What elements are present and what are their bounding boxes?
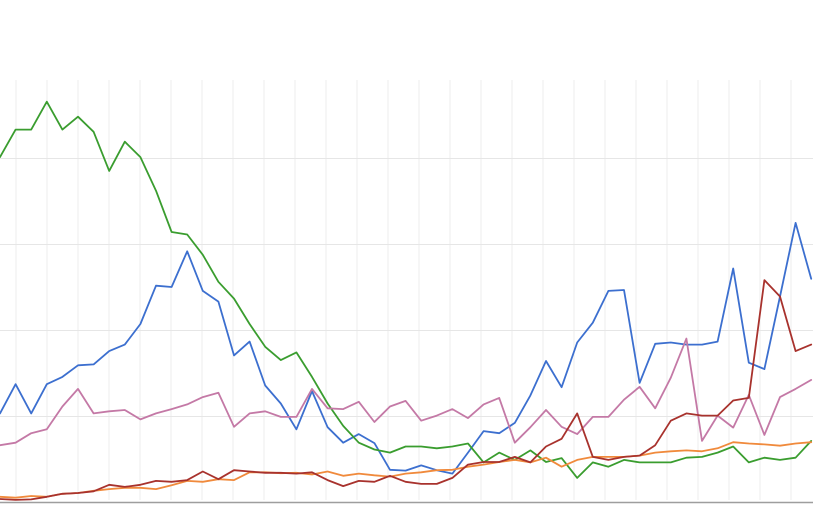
- series-line-2: [0, 100, 813, 479]
- horizontal-gridlines: [0, 158, 813, 417]
- series-lines: [0, 100, 813, 501]
- series-line-3: [0, 337, 813, 447]
- series-line-5: [0, 279, 813, 501]
- series-line-1: [0, 221, 813, 475]
- vertical-gridlines: [15, 80, 792, 500]
- series-line-4: [0, 441, 813, 499]
